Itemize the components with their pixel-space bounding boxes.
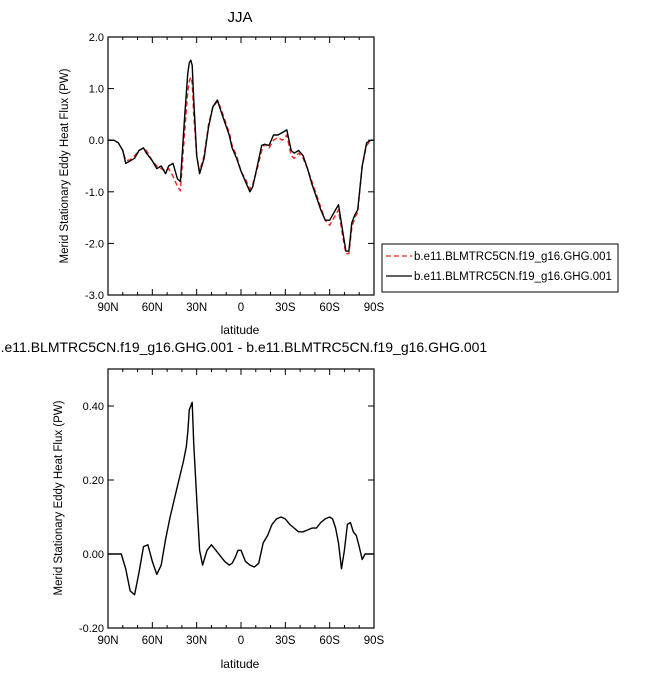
bottom-x-tick-label: 30S [275, 635, 296, 647]
bottom-x-tick-label: 60N [142, 635, 163, 647]
top-x-axis-label: latitude [221, 323, 260, 337]
bottom-x-axis-label: latitude [221, 657, 260, 671]
top-plot-frame [107, 36, 375, 296]
top-y-axis-label: Merid Stationary Eddy Heat Flux (PW) [59, 68, 71, 263]
top-y-tick-label: 0.0 [89, 135, 104, 147]
bottom-y-tick-label: 0.00 [83, 549, 104, 561]
top-y-tick-label: 2.0 [89, 32, 104, 44]
bottom-x-tick-label: 30N [186, 635, 207, 647]
bottom-chart-title: b.e11.BLMTRC5CN.f19_g16.GHG.001 - b.e11.… [0, 339, 487, 355]
bottom-series-1-line [108, 401, 374, 596]
bottom-y-axis-label: Merid Stationary Eddy Heat Flux (PW) [53, 400, 65, 595]
bottom-chart: b.e11.BLMTRC5CN.f19_g16.GHG.001 - b.e11.… [0, 339, 487, 671]
top-x-tick-label: 90N [97, 302, 118, 314]
top-x-tick-label: 60N [142, 302, 163, 314]
top-x-tick-label: 60S [319, 302, 340, 314]
top-plot-area: 90N 60N 30N 0 30S 60S 90S -3.0 -2.0 -1.0 0.0 1.0 2.0 [85, 32, 385, 314]
top-y-tick-label: -3.0 [85, 290, 104, 302]
bottom-x-tick-label: 90S [364, 635, 385, 647]
top-x-tick-label: 30S [275, 302, 296, 314]
top-chart: JJA 90N 60N 30N 0 30S 60S 90S -3.0 -2.0 -1.0 0.0 1.… [59, 9, 385, 337]
top-y-tick-label: -1.0 [85, 187, 104, 199]
top-y-tick-label: -2.0 [85, 238, 104, 250]
legend-label-series-1: b.e11.BLMTRC5CN.f19_g16.GHG.001 [414, 251, 612, 263]
top-y-tick-label: 1.0 [89, 84, 104, 96]
bottom-x-tick-label: 90N [97, 635, 118, 647]
top-series-1-line [108, 76, 374, 255]
top-x-tick-label: 0 [238, 302, 244, 314]
legend-frame [381, 243, 619, 293]
bottom-y-tick-label: 0.40 [83, 401, 104, 413]
legend-label-series-2: b.e11.BLMTRC5CN.f19_g16.GHG.001 [414, 271, 612, 283]
bottom-x-tick-label: 0 [238, 635, 244, 647]
top-series-2-line [108, 59, 374, 252]
bottom-y-tick-label: 0.20 [83, 475, 104, 487]
bottom-plot-area: 90N 60N 30N 0 30S 60S 90S -0.20 0.00 0.20 0.40 [79, 368, 385, 647]
top-legend: b.e11.BLMTRC5CN.f19_g16.GHG.001 b.e11.BL… [381, 243, 619, 293]
bottom-y-tick-label: -0.20 [79, 623, 104, 635]
top-chart-title: JJA [227, 9, 252, 26]
top-x-tick-label: 30N [186, 302, 207, 314]
bottom-x-tick-label: 60S [319, 635, 340, 647]
top-x-tick-label: 90S [364, 302, 385, 314]
bottom-plot-frame [107, 368, 375, 629]
